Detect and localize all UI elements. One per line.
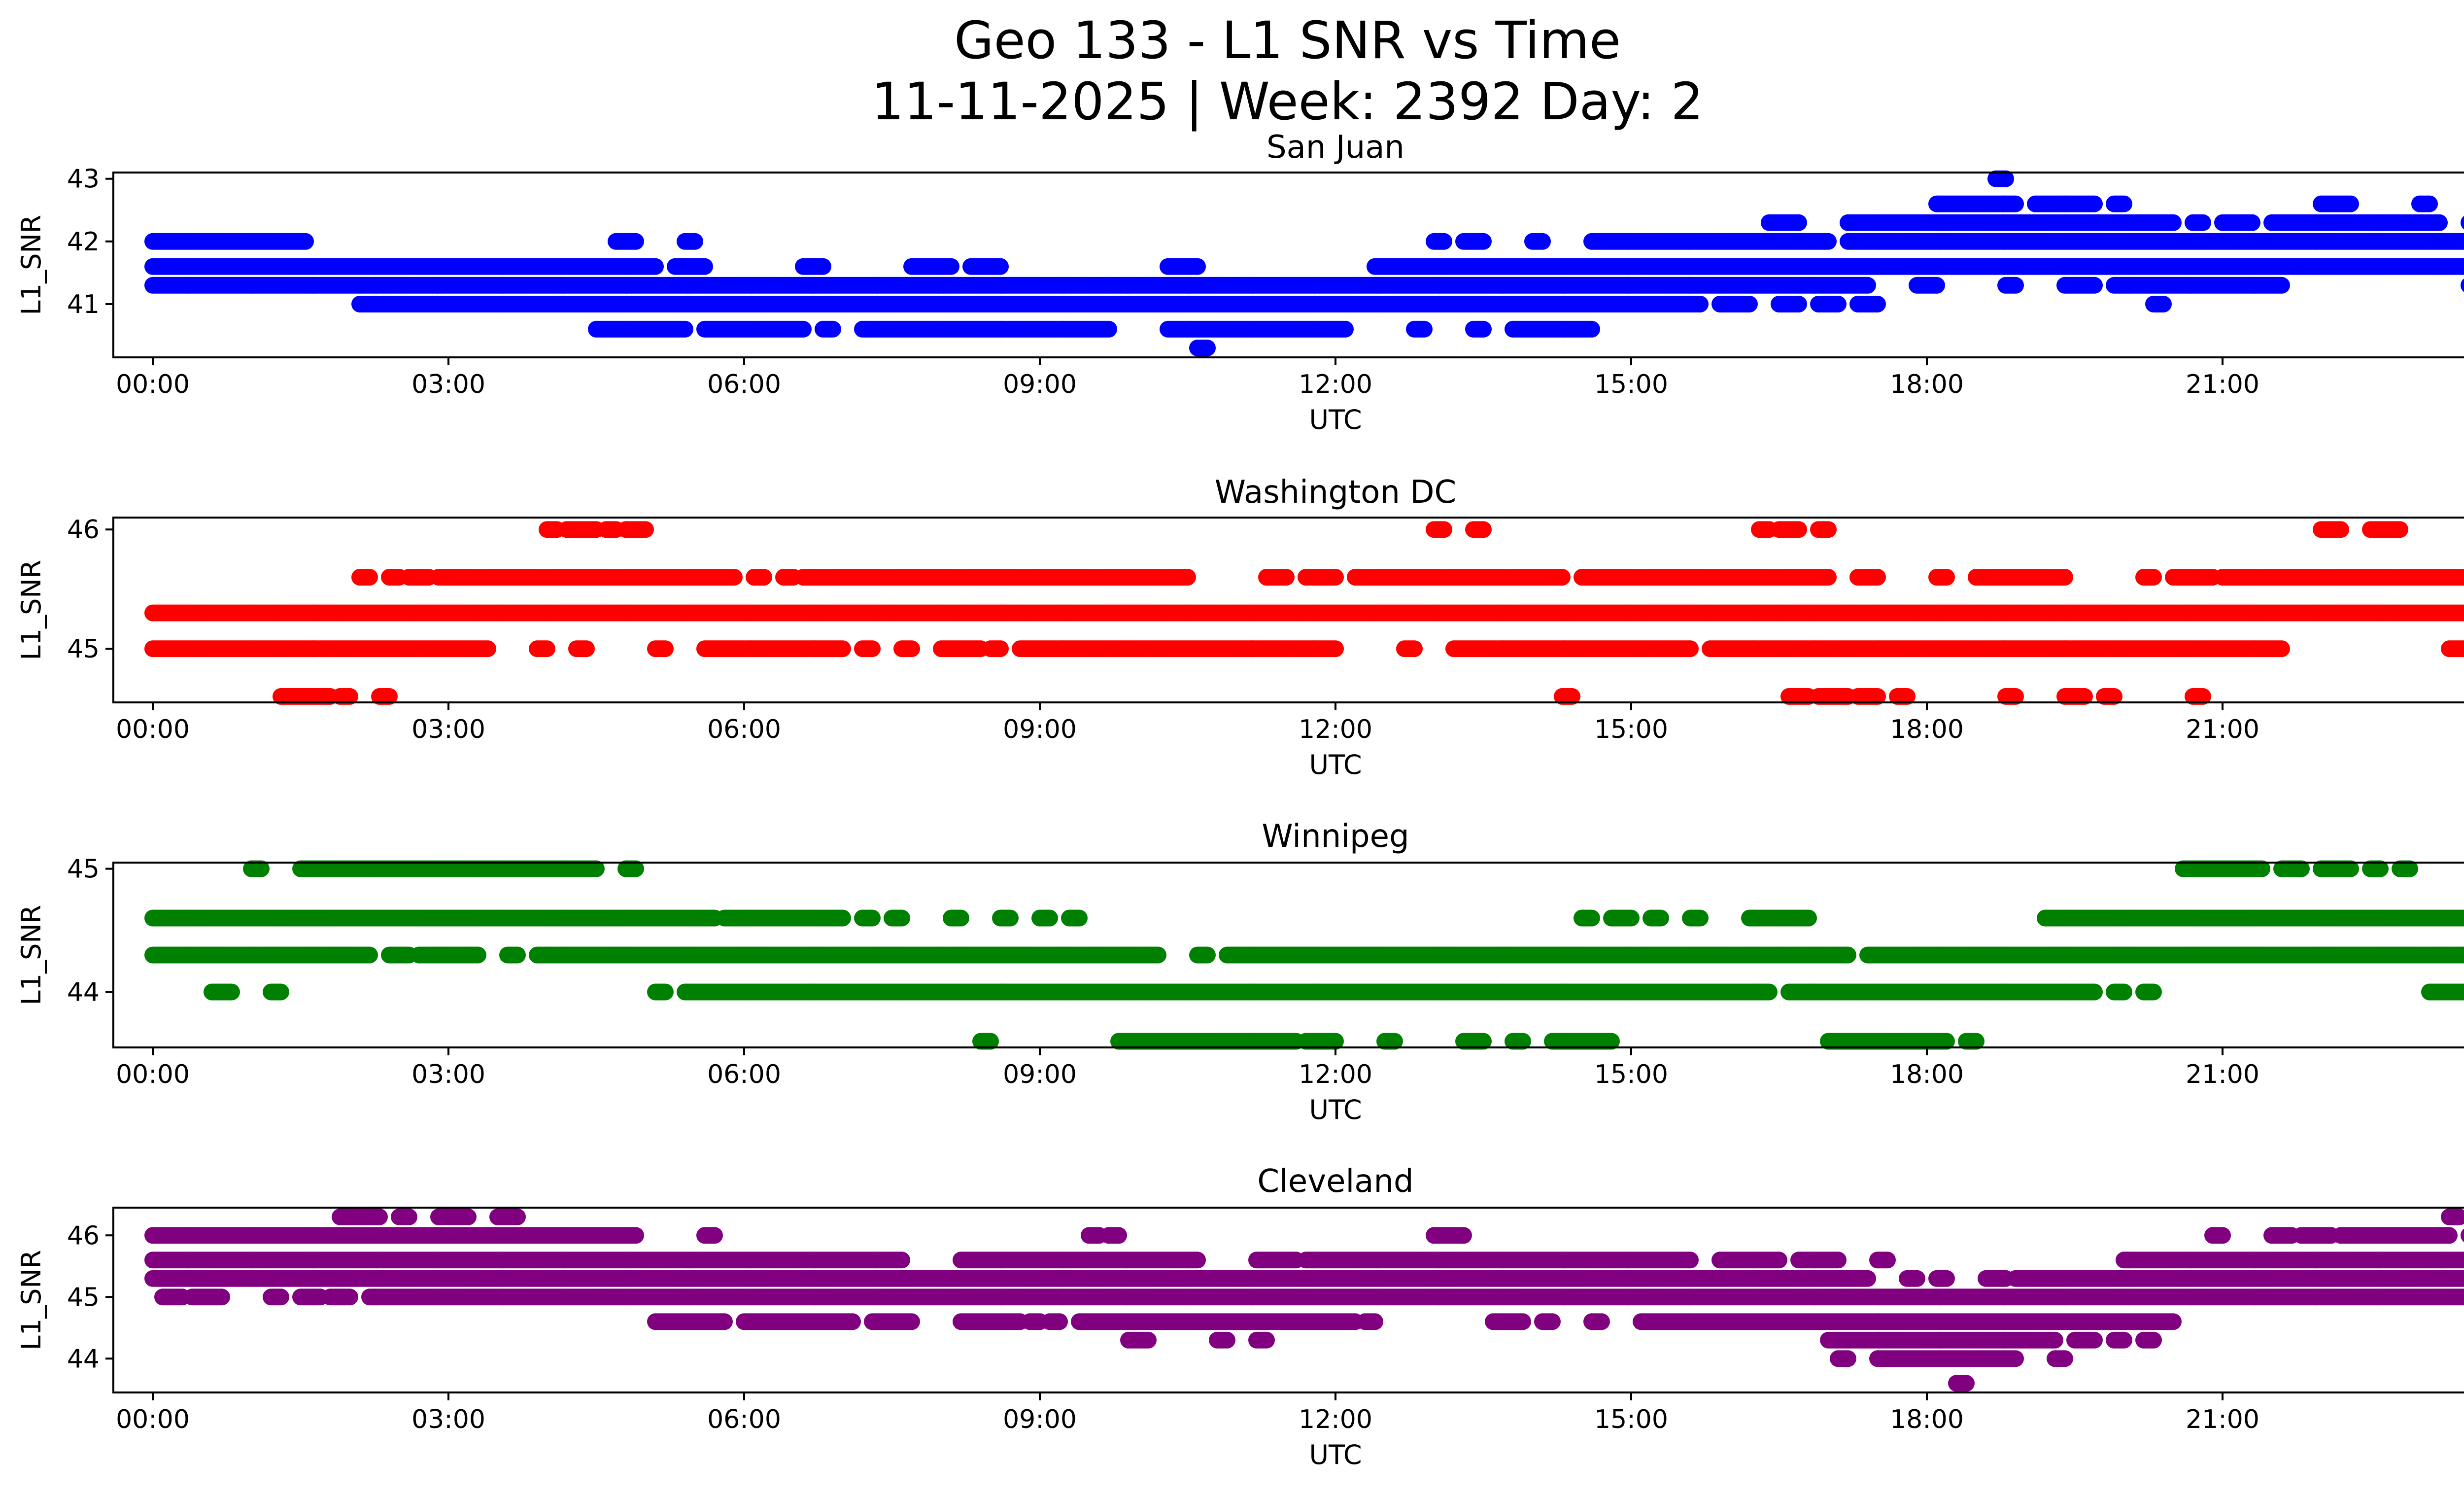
data-point — [2086, 277, 2103, 294]
x-tick-label: 21:00 — [2186, 370, 2259, 399]
y-axis-label: L1_SNR — [16, 215, 47, 315]
data-point — [1830, 295, 1847, 313]
data-point — [1820, 233, 1837, 250]
data-point — [1337, 320, 1354, 338]
x-tick-label: 09:00 — [1003, 370, 1077, 399]
figure-title-line-1: Geo 133 - L1 SNR vs Time — [954, 10, 1621, 70]
data-point — [815, 258, 831, 275]
data-point — [2086, 195, 2103, 212]
data-point — [2116, 195, 2132, 212]
x-tick-label: 15:00 — [1594, 370, 1668, 399]
data-point — [2461, 235, 2464, 248]
y-tick-label: 43 — [67, 165, 100, 194]
x-tick-label: 00:00 — [116, 370, 190, 399]
panel-title-washington-dc: Washington DC — [1214, 474, 1457, 511]
data-point — [1790, 214, 1807, 231]
data-point — [2431, 214, 2448, 231]
data-point — [824, 320, 841, 338]
data-point — [1790, 295, 1807, 313]
panel-0: 00:00 03:00 06:00 09:00 12:00 15:00 18:00 21:00… — [16, 165, 2464, 435]
data-point — [1692, 295, 1709, 313]
data-point — [992, 258, 1009, 275]
panel-1: 00:00 03:00 06:00 09:00 12:00 15:00 18:00 21:00… — [16, 515, 2464, 780]
panel-title-cleveland: Cleveland — [1257, 1163, 1414, 1200]
y-tick-label: 41 — [67, 290, 100, 319]
points-group-0 — [144, 170, 2464, 356]
data-point — [1100, 320, 1117, 338]
data-point — [1859, 277, 1876, 294]
data-point — [297, 233, 314, 250]
data-point — [2165, 214, 2182, 231]
data-point — [2463, 237, 2464, 246]
x-tick-label: 12:00 — [1299, 370, 1372, 399]
data-point — [2007, 195, 2024, 212]
data-point — [1741, 295, 1758, 313]
data-point — [2421, 195, 2438, 212]
x-axis-label: UTC — [1309, 404, 1362, 435]
figure-title-line-2: 11-11-2025 | Week: 2392 Day: 2 — [871, 71, 1704, 132]
panel-title-san-juan: San Juan — [1266, 129, 1404, 166]
data-point — [686, 233, 703, 250]
data-point — [795, 320, 812, 338]
figure-title: Geo 133 - L1 SNR vs Time 11-11-2025 | We… — [0, 10, 2464, 132]
data-point — [1583, 320, 1600, 338]
x-tick-label: 06:00 — [707, 370, 781, 399]
data-point — [647, 258, 664, 275]
panel-title-winnipeg: Winnipeg — [1262, 818, 1409, 855]
data-point — [2244, 214, 2260, 231]
points-group-1 — [144, 521, 2464, 705]
data-point — [2194, 214, 2211, 231]
data-point — [627, 233, 644, 250]
data-point — [1416, 320, 1433, 338]
data-point — [677, 320, 693, 338]
data-point — [1475, 233, 1492, 250]
data-point — [2342, 195, 2359, 212]
data-point — [2155, 295, 2172, 313]
data-point — [1475, 320, 1492, 338]
data-point — [1869, 295, 1886, 313]
data-point — [1928, 277, 1945, 294]
data-point — [943, 258, 959, 275]
data-point — [1436, 233, 1452, 250]
data-point — [1189, 258, 1206, 275]
y-tick-label: 42 — [67, 227, 100, 257]
data-point — [2007, 277, 2024, 294]
data-point — [696, 258, 713, 275]
x-tick-label: 03:00 — [411, 370, 485, 399]
data-point — [1199, 339, 1216, 356]
x-tick-label: 18:00 — [1890, 370, 1964, 399]
data-point — [1534, 233, 1551, 250]
data-point — [2273, 277, 2290, 294]
